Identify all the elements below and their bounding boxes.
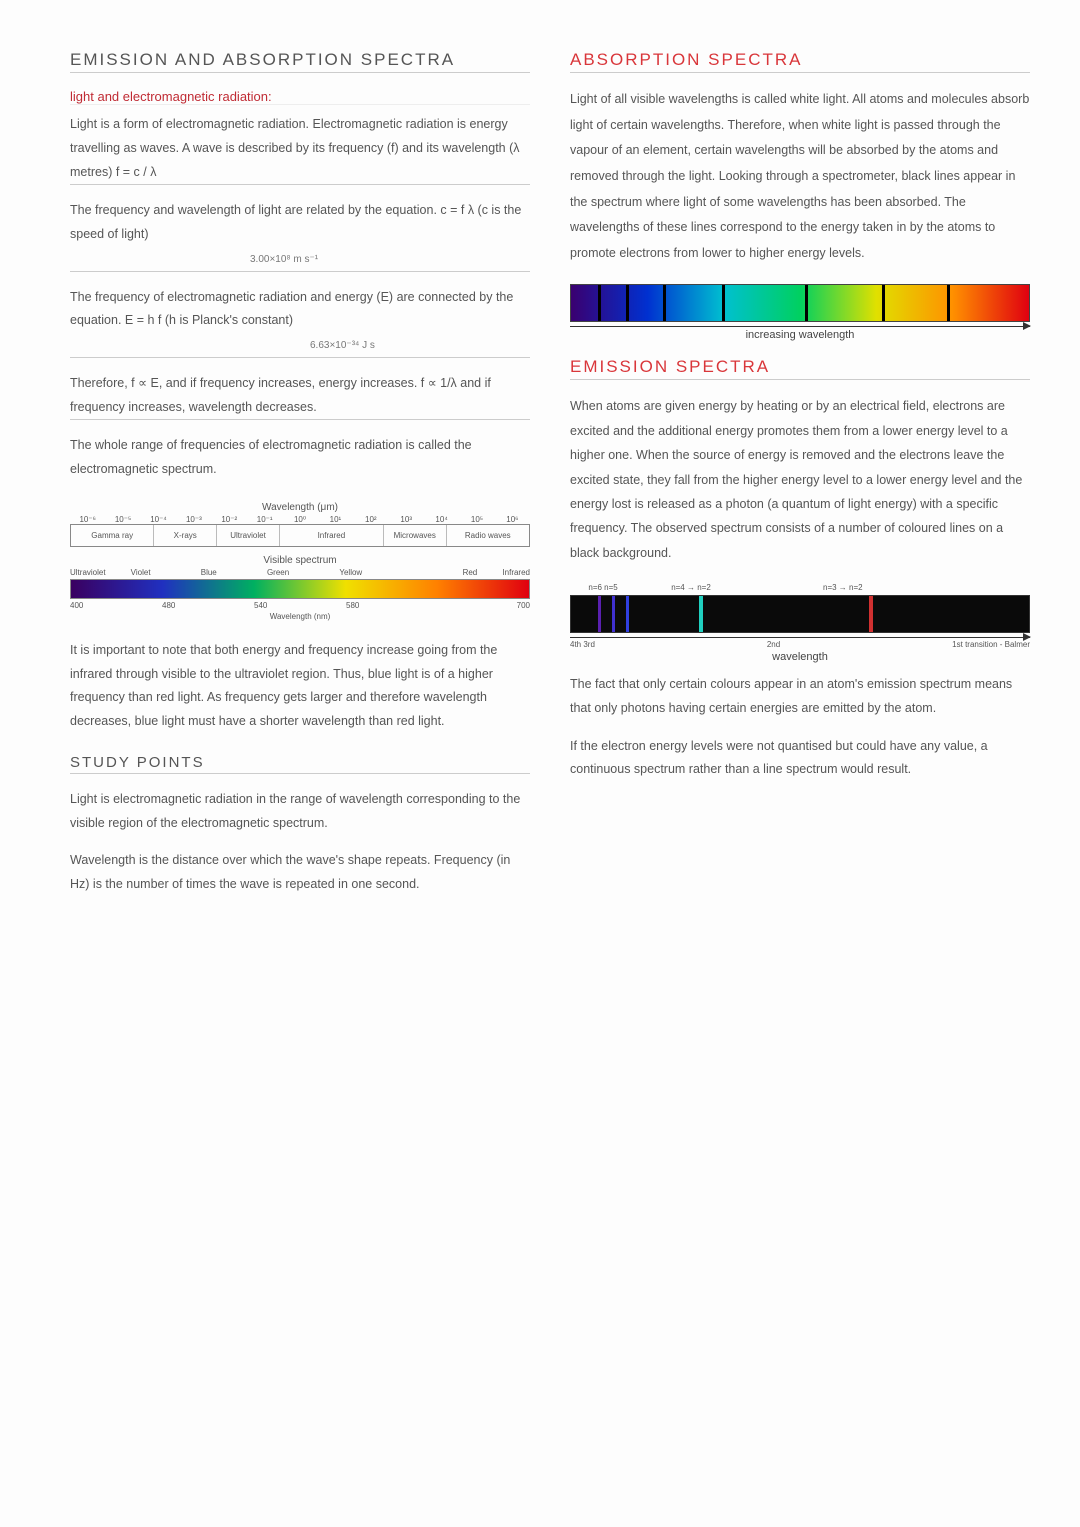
visible-color-label: Red [463,568,478,577]
em-tick: 10¹ [318,515,353,524]
para-c-eq-text: The frequency and wavelength of light ar… [70,203,521,241]
visible-spectrum-title: Visible spectrum [70,555,530,566]
em-band: Gamma ray [71,525,154,546]
visible-color-label: Blue [201,568,217,577]
emission-heading: EMISSION SPECTRA [570,357,1030,380]
visible-gradient-bar [70,579,530,599]
study-points-heading: STUDY POINTS [70,754,530,774]
em-tick: 10² [353,515,388,524]
emission-line [598,596,601,632]
emission-axis-label: wavelength [570,651,1030,663]
em-tick: 10⁻³ [176,515,211,524]
emission-bottom-label: 4th 3rd [570,640,595,649]
emission-bottom-label: 2nd [767,640,780,649]
em-band: Radio waves [447,525,529,546]
visible-color-labels: Ultraviolet Violet Blue Green Yellow Red Inf… [70,568,530,577]
em-tick: 10⁵ [459,515,494,524]
absorption-line [947,285,950,321]
ir-label: Infrared [502,568,530,577]
main-heading: EMISSION and ABSORPTION SPECTRA [70,50,530,73]
em-wavelength-title: Wavelength (μm) [70,502,530,513]
em-band: X-rays [154,525,217,546]
emission-spectrum-diagram: n=6 n=5 n=4 → n=2 n=3 → n=2 4th 3rd 2nd 1st … [570,583,1030,663]
visible-wavelength-num: 400 [70,601,83,610]
em-band: Microwaves [384,525,447,546]
study-point-2: Wavelength is the distance over which th… [70,849,530,897]
emission-transition-labels-top: n=6 n=5 n=4 → n=2 n=3 → n=2 [570,583,1030,595]
visible-spectrum-block: Visible spectrum Ultraviolet Violet Blue G… [70,555,530,621]
em-tick: 10⁻⁶ [70,515,105,524]
absorption-line [882,285,885,321]
visible-wavelength-num: 540 [254,601,267,610]
para-light-def: Light is a form of electromagnetic radia… [70,113,530,185]
em-tick: 10⁴ [424,515,459,524]
para-em-spectrum-intro: The whole range of frequencies of electr… [70,434,530,482]
absorption-line [663,285,666,321]
em-band: Ultraviolet [217,525,280,546]
em-tick: 10⁻² [212,515,247,524]
em-band: Infrared [280,525,384,546]
absorption-heading: ABSORPTION SPECTRA [570,50,1030,73]
emission-transition-labels-bottom: 4th 3rd 2nd 1st transition - Balmer [570,640,1030,649]
emission-top-label: n=3 → n=2 [823,583,863,592]
visible-color-label: Yellow [339,568,362,577]
study-point-1: Light is electromagnetic radiation in th… [70,788,530,836]
visible-wavelength-num: 700 [517,601,530,610]
absorption-line [626,285,629,321]
em-tick: 10⁶ [495,515,530,524]
em-tick: 10³ [389,515,424,524]
emission-black-bar [570,595,1030,633]
uv-label: Ultraviolet [70,568,106,577]
emission-conclusion-2: If the electron energy levels were not q… [570,735,1030,783]
emission-line [626,596,629,632]
em-tick-row: 10⁻⁶10⁻⁵10⁻⁴10⁻³10⁻²10⁻¹10⁰10¹10²10³10⁴1… [70,515,530,524]
absorption-axis-arrow [570,326,1030,327]
para-c-eq: The frequency and wavelength of light ar… [70,199,530,271]
emission-bottom-label: 1st transition - Balmer [952,640,1030,649]
visible-wavelength-num: 580 [346,601,359,610]
em-tick: 10⁻⁵ [105,515,140,524]
em-spectrum-diagram: Wavelength (μm) 10⁻⁶10⁻⁵10⁻⁴10⁻³10⁻²10⁻¹… [70,502,530,621]
emission-conclusion-1: The fact that only certain colours appea… [570,673,1030,721]
emission-top-label: n=6 n=5 [588,583,617,592]
right-column: ABSORPTION SPECTRA Light of all visible … [570,50,1030,1487]
em-tick: 10⁻⁴ [141,515,176,524]
em-tick: 10⁰ [282,515,317,524]
visible-color-label: Violet [131,568,151,577]
absorption-axis-label: increasing wavelength [570,329,1030,341]
para-e-eq: The frequency of electromagnetic radiati… [70,286,530,358]
emission-top-label: n=4 → n=2 [671,583,711,592]
speed-of-light-value: 3.00×10⁸ m s⁻¹ [250,254,318,265]
emission-line [612,596,615,632]
em-tick: 10⁻¹ [247,515,282,524]
em-band-row: Gamma rayX-raysUltravioletInfraredMicrow… [70,524,530,547]
emission-axis-arrow [570,637,1030,638]
para-e-eq-text: The frequency of electromagnetic radiati… [70,290,513,328]
visible-caption: Wavelength (nm) [70,612,530,621]
absorption-gradient-bar [570,284,1030,322]
left-column: EMISSION and ABSORPTION SPECTRA light an… [70,50,530,1487]
absorption-para: Light of all visible wavelengths is call… [570,87,1030,266]
visible-wavelength-num: 480 [162,601,175,610]
absorption-line [805,285,808,321]
emission-line [699,596,703,632]
sub-heading-light: light and electromagnetic radiation: [70,89,530,105]
para-blue-red: It is important to note that both energy… [70,639,530,734]
planck-constant-value: 6.63×10⁻³⁴ J s [310,340,375,351]
emission-para: When atoms are given energy by heating o… [570,394,1030,565]
absorption-line [722,285,725,321]
visible-color-label: Green [267,568,289,577]
emission-line [869,596,873,632]
para-proportional: Therefore, f ∝ E, and if frequency incre… [70,372,530,421]
visible-wavelength-numbers: 400 480 540 580 700 [70,601,530,610]
notes-page: EMISSION and ABSORPTION SPECTRA light an… [0,0,1080,1527]
absorption-line [598,285,601,321]
absorption-spectrum-diagram: increasing wavelength [570,284,1030,341]
